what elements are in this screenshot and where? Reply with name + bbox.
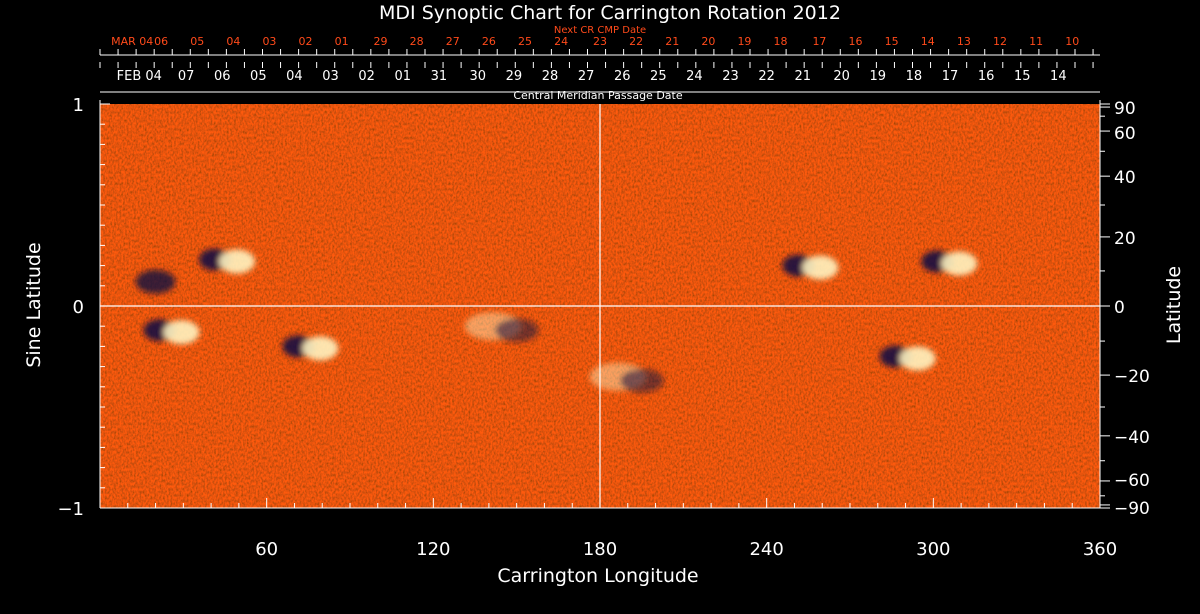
x-tick-label: 180: [583, 539, 617, 560]
cmp-label-8: 31: [431, 69, 448, 84]
y2-tick-label: 20: [1114, 229, 1136, 249]
cmp-label-16: 23: [722, 69, 739, 84]
y-tick-label: −1: [57, 499, 84, 520]
cmp-label-0: FEB 04: [117, 69, 162, 84]
next-cmp-label-2: 05: [190, 35, 204, 48]
next-cmp-label-5: 02: [299, 35, 313, 48]
next-cmp-label-0: MAR 04: [111, 35, 153, 48]
y-axis-ticks: 1 0 −1: [57, 95, 110, 520]
cmp-date-labels: FEB 04 07 06 05 04 03 02 01 31 30 29 28 27 26 25 24 23 22…: [117, 69, 1067, 84]
next-cmp-label-26: 10: [1065, 35, 1079, 48]
next-cmp-label-22: 14: [921, 35, 935, 48]
y2-axis-label: Latitude: [1163, 266, 1185, 344]
active-region-positive: [163, 320, 200, 345]
x-tick-label: 60: [255, 539, 278, 560]
active-region-positive: [302, 336, 339, 361]
next-cmp-label-9: 27: [446, 35, 460, 48]
cmp-label-14: 25: [650, 69, 667, 84]
active-region-positive: [899, 346, 936, 371]
y2-axis-ticks: 90 60 40 20 0 −20 −40 −60 −90: [1100, 99, 1150, 519]
active-region-mixed-dark: [619, 368, 664, 393]
y2-tick-label: 90: [1114, 99, 1136, 119]
next-cmp-label-18: 18: [774, 35, 788, 48]
x-axis-ticks: 60 120 180 240 300 360: [127, 498, 1117, 560]
chart-title: MDI Synoptic Chart for Carrington Rotati…: [379, 2, 841, 24]
cmp-label-4: 04: [286, 69, 303, 84]
y2-tick-label: −20: [1114, 367, 1150, 387]
cmp-label-19: 20: [833, 69, 850, 84]
y2-tick-label: 40: [1114, 168, 1136, 188]
cmp-label-15: 24: [686, 69, 703, 84]
next-cmp-label-1: 06: [154, 35, 168, 48]
cmp-label-20: 19: [870, 69, 887, 84]
x-tick-label: 360: [1083, 539, 1117, 560]
x-tick-label: 240: [749, 539, 783, 560]
next-cmp-label-15: 21: [665, 35, 679, 48]
cmp-label-21: 18: [906, 69, 923, 84]
y2-tick-label: −40: [1114, 428, 1150, 448]
y-tick-label: 1: [73, 95, 84, 116]
active-region-positive: [802, 255, 839, 280]
next-cmp-date-labels: MAR 04 06 05 04 03 02 01 29 28 27 26 25 24 23 22 21 20 19…: [111, 35, 1079, 48]
y2-tick-label: −90: [1114, 499, 1150, 519]
next-cmp-label-21: 15: [885, 35, 899, 48]
next-cmp-label-3: 04: [226, 35, 240, 48]
next-cmp-label-17: 19: [737, 35, 751, 48]
cmp-label-13: 26: [614, 69, 631, 84]
cmp-ticks: [99, 62, 1094, 68]
next-cmp-label-7: 29: [374, 35, 388, 48]
next-cmp-label-20: 16: [849, 35, 863, 48]
next-cmp-label-11: 25: [518, 35, 532, 48]
magnetogram-map: [100, 104, 1100, 508]
cmp-caption: Central Meridian Passage Date: [513, 89, 682, 102]
active-regions: [135, 248, 978, 393]
next-cmp-label-13: 23: [593, 35, 607, 48]
active-region-positive: [219, 249, 255, 274]
active-region-negative: [135, 269, 176, 294]
next-cmp-label-16: 20: [701, 35, 715, 48]
active-region-mixed-dark: [494, 318, 539, 343]
next-cmp-label-10: 26: [482, 35, 496, 48]
next-cmp-label-14: 22: [629, 35, 643, 48]
next-cmp-label-23: 13: [957, 35, 971, 48]
cmp-label-12: 27: [578, 69, 595, 84]
next-cmp-ticks: [99, 49, 1094, 55]
cmp-label-22: 17: [942, 69, 959, 84]
cmp-label-7: 01: [395, 69, 412, 84]
next-cmp-caption: Next CR CMP Date: [554, 25, 646, 36]
y-tick-label: 0: [73, 297, 84, 318]
next-cmp-label-24: 12: [993, 35, 1007, 48]
next-cmp-label-4: 03: [262, 35, 276, 48]
next-cmp-label-12: 24: [554, 35, 568, 48]
y2-tick-label: 0: [1114, 298, 1125, 318]
cmp-label-11: 28: [542, 69, 559, 84]
next-cmp-label-25: 11: [1029, 35, 1043, 48]
y-axis-label: Sine Latitude: [23, 242, 45, 367]
x-tick-label: 300: [916, 539, 950, 560]
cmp-label-9: 30: [470, 69, 487, 84]
next-cmp-label-19: 17: [812, 35, 826, 48]
cmp-label-10: 29: [506, 69, 523, 84]
y2-tick-label: −60: [1114, 471, 1150, 491]
cmp-label-3: 05: [250, 69, 267, 84]
next-cmp-label-6: 01: [335, 35, 349, 48]
x-axis-label: Carrington Longitude: [497, 565, 698, 587]
cmp-label-18: 21: [795, 69, 812, 84]
cmp-label-5: 03: [322, 69, 339, 84]
active-region-positive: [941, 251, 978, 276]
cmp-label-25: 14: [1050, 69, 1067, 84]
cmp-label-1: 07: [178, 69, 195, 84]
cmp-label-17: 22: [758, 69, 775, 84]
cmp-label-2: 06: [214, 69, 231, 84]
cmp-label-23: 16: [978, 69, 995, 84]
x-tick-label: 120: [416, 539, 450, 560]
cmp-label-6: 02: [358, 69, 375, 84]
next-cmp-label-8: 28: [410, 35, 424, 48]
cmp-label-24: 15: [1014, 69, 1031, 84]
y2-tick-label: 60: [1114, 124, 1136, 144]
